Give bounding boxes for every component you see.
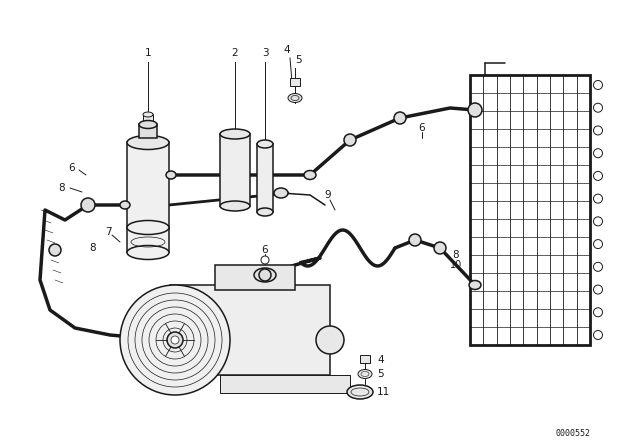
Text: 8: 8 <box>59 183 65 193</box>
Ellipse shape <box>304 171 316 180</box>
Circle shape <box>394 112 406 124</box>
Bar <box>127 142 169 228</box>
Ellipse shape <box>469 105 481 115</box>
Bar <box>215 265 295 290</box>
Text: 4: 4 <box>377 355 383 365</box>
Ellipse shape <box>254 268 276 282</box>
Ellipse shape <box>220 201 250 211</box>
Circle shape <box>316 326 344 354</box>
Circle shape <box>81 198 95 212</box>
Bar <box>360 355 370 363</box>
Circle shape <box>593 331 602 340</box>
Ellipse shape <box>127 246 169 259</box>
Bar <box>143 115 153 125</box>
Text: 3: 3 <box>262 48 268 58</box>
Ellipse shape <box>358 370 372 379</box>
Circle shape <box>593 194 602 203</box>
Bar <box>470 75 590 345</box>
Circle shape <box>434 242 446 254</box>
Ellipse shape <box>274 188 288 198</box>
Circle shape <box>593 285 602 294</box>
Bar <box>220 375 350 393</box>
Ellipse shape <box>257 140 273 148</box>
Text: 8: 8 <box>90 243 96 253</box>
Text: 8: 8 <box>452 250 460 260</box>
Circle shape <box>593 308 602 317</box>
Circle shape <box>259 269 271 281</box>
Circle shape <box>261 256 269 264</box>
Ellipse shape <box>127 135 169 150</box>
Bar <box>290 78 300 86</box>
Circle shape <box>593 103 602 112</box>
Bar <box>139 125 157 138</box>
Text: 10: 10 <box>450 260 462 270</box>
Bar <box>257 144 273 212</box>
Circle shape <box>171 336 179 344</box>
Ellipse shape <box>166 171 176 179</box>
Text: 9: 9 <box>324 190 332 200</box>
Ellipse shape <box>143 112 153 117</box>
Circle shape <box>468 103 482 117</box>
Ellipse shape <box>127 220 169 234</box>
Ellipse shape <box>120 201 130 209</box>
Circle shape <box>344 134 356 146</box>
Circle shape <box>593 81 602 90</box>
Circle shape <box>593 172 602 181</box>
Circle shape <box>167 332 183 348</box>
Text: 11: 11 <box>377 387 390 397</box>
Text: 7: 7 <box>105 227 111 237</box>
Circle shape <box>409 234 421 246</box>
Ellipse shape <box>257 208 273 216</box>
Circle shape <box>593 126 602 135</box>
Circle shape <box>120 285 230 395</box>
Ellipse shape <box>139 121 157 129</box>
Text: 6: 6 <box>419 123 426 133</box>
Text: 5: 5 <box>377 369 383 379</box>
Circle shape <box>593 263 602 271</box>
Text: 5: 5 <box>296 55 302 65</box>
Ellipse shape <box>288 94 302 103</box>
Bar <box>220 134 250 206</box>
Bar <box>170 285 330 375</box>
Circle shape <box>49 244 61 256</box>
Ellipse shape <box>347 385 373 399</box>
Ellipse shape <box>220 129 250 139</box>
Ellipse shape <box>469 280 481 289</box>
Text: 0000552: 0000552 <box>555 429 590 438</box>
Text: 1: 1 <box>145 48 151 58</box>
Circle shape <box>593 240 602 249</box>
Circle shape <box>593 149 602 158</box>
Text: 2: 2 <box>232 48 238 58</box>
Bar <box>127 228 169 253</box>
Circle shape <box>593 217 602 226</box>
Text: 6: 6 <box>68 163 76 173</box>
Text: 6: 6 <box>262 245 268 255</box>
Text: 4: 4 <box>284 45 291 55</box>
